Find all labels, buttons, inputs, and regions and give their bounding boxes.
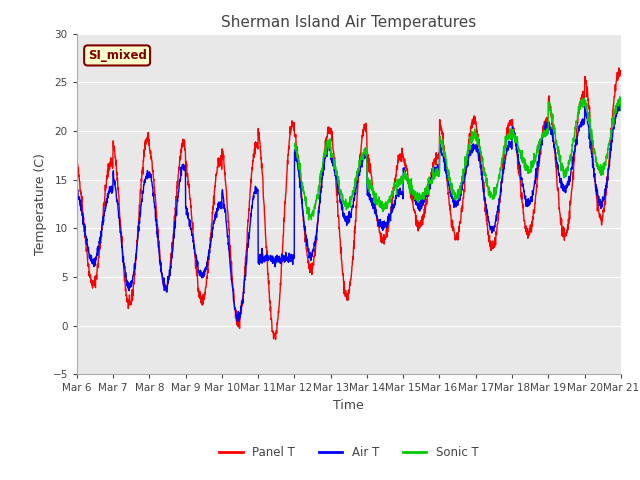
X-axis label: Time: Time: [333, 399, 364, 412]
Line: Panel T: Panel T: [77, 68, 621, 339]
Air T: [616, 102, 623, 108]
Panel T: [73, 161, 81, 167]
Air T: [365, 189, 372, 194]
Sonic T: [584, 118, 591, 123]
Panel T: [365, 156, 372, 162]
Sonic T: [365, 181, 372, 187]
Panel T: [225, 218, 232, 224]
Line: Sonic T: Sonic T: [294, 97, 621, 220]
Sonic T: [569, 142, 577, 147]
Panel T: [584, 98, 592, 104]
Panel T: [272, 336, 280, 342]
Legend: Panel T, Air T, Sonic T: Panel T, Air T, Sonic T: [214, 442, 483, 464]
Panel T: [617, 71, 625, 76]
Air T: [225, 240, 232, 246]
Air T: [507, 142, 515, 148]
Sonic T: [507, 132, 515, 137]
Air T: [234, 319, 241, 324]
Air T: [617, 107, 625, 112]
Line: Air T: Air T: [77, 105, 621, 322]
Panel T: [376, 232, 384, 238]
Y-axis label: Temperature (C): Temperature (C): [34, 153, 47, 255]
Sonic T: [376, 198, 384, 204]
Air T: [73, 191, 81, 197]
Panel T: [507, 118, 515, 123]
Text: SI_mixed: SI_mixed: [88, 49, 147, 62]
Title: Sherman Island Air Temperatures: Sherman Island Air Temperatures: [221, 15, 476, 30]
Panel T: [569, 170, 577, 176]
Air T: [584, 121, 592, 127]
Air T: [569, 154, 577, 160]
Air T: [376, 216, 384, 222]
Sonic T: [617, 108, 625, 113]
Panel T: [615, 65, 623, 71]
